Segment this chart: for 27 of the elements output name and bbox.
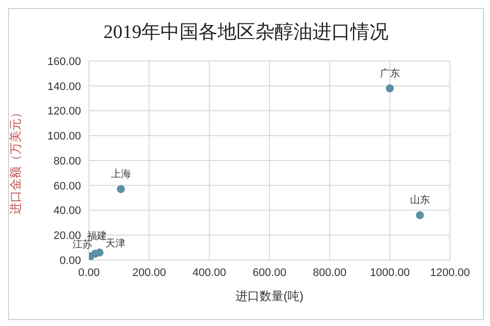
y-tick-label: 120.00 — [47, 106, 81, 118]
series-label: 广东 — [380, 67, 400, 80]
point — [416, 211, 424, 220]
x-tick-label: 600.00 — [252, 266, 286, 279]
x-axis-title: 进口数量(吨) — [236, 289, 304, 303]
point — [116, 185, 125, 194]
x-tick-label: 0.00 — [78, 266, 100, 279]
y-tick-label: 60.00 — [53, 180, 81, 192]
point — [386, 84, 394, 92]
y-axis-title: 进口金额（万美元） — [8, 106, 22, 214]
point — [96, 248, 104, 257]
y-tick-label: 0.00 — [60, 254, 81, 267]
y-tick-label: 80.00 — [53, 155, 81, 168]
x-tick-label: 400.00 — [192, 266, 226, 279]
y-tick-label: 160.00 — [47, 56, 81, 68]
series-label: 上海 — [110, 168, 131, 180]
chart-title: 2019年中国各地区杂醇油进口情况 — [102, 21, 390, 45]
y-tick-label: 100.00 — [47, 130, 81, 143]
series-label: 山东 — [410, 194, 430, 206]
x-tick-label: 1000.00 — [370, 266, 410, 279]
series-label: 福建 — [87, 230, 108, 242]
y-tick-label: 40.00 — [53, 205, 81, 218]
y-tick-label: 140.00 — [47, 80, 81, 93]
x-tick-label: 1200.00 — [430, 266, 470, 279]
series-label: 天津 — [106, 238, 126, 250]
x-tick-label: 200.00 — [132, 266, 166, 279]
x-tick-label: 800.00 — [312, 266, 346, 279]
